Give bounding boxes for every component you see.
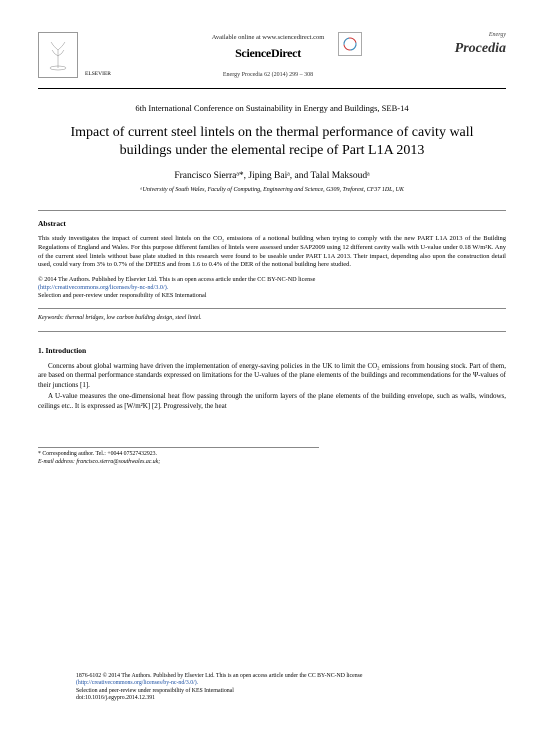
keywords-text: thermal bridges, low carbon building des… — [65, 315, 201, 321]
license-line1: © 2014 The Authors. Published by Elsevie… — [38, 276, 315, 283]
license-url-link[interactable]: (http://creativecommons.org/licenses/by-… — [38, 284, 168, 291]
elsevier-logo: ELSEVIER — [38, 32, 118, 78]
header-rule — [38, 88, 506, 89]
abstract-heading: Abstract — [38, 219, 506, 229]
footer-line3: Selection and peer-review under responsi… — [76, 688, 468, 696]
corr-email: E-mail address: francisco.sierra@southwa… — [38, 459, 319, 467]
footer-license-link[interactable]: (http://creativecommons.org/licenses/by-… — [76, 680, 198, 686]
crossmark-icon — [338, 32, 362, 56]
elsevier-text: ELSEVIER — [78, 71, 118, 78]
intro-paragraph-2: A U-value measures the one-dimensional h… — [38, 392, 506, 411]
corr-phone: * Corresponding author. Tel.: +0044 0752… — [38, 451, 319, 459]
available-online-text: Available online at www.sciencedirect.co… — [212, 34, 325, 42]
affiliation: ᵃUniversity of South Wales, Faculty of C… — [38, 187, 506, 195]
keywords-label: Keywords: — [38, 315, 64, 321]
conference-name: 6th International Conference on Sustaina… — [38, 103, 506, 114]
license-line2: Selection and peer-review under responsi… — [38, 292, 206, 299]
procedia-big: Procedia — [448, 40, 506, 58]
page-footer: 1876-6102 © 2014 The Authors. Published … — [76, 673, 468, 703]
abstract-text: This study investigates the impact of cu… — [38, 235, 506, 270]
center-header: Available online at www.sciencedirect.co… — [204, 32, 333, 80]
sciencedirect-logo: ScienceDirect — [212, 46, 325, 62]
procedia-top: Energy — [448, 32, 506, 40]
intro-heading: 1. Introduction — [38, 346, 506, 356]
article-title: Impact of current steel lintels on the t… — [38, 124, 506, 160]
license-block: © 2014 The Authors. Published by Elsevie… — [38, 276, 506, 300]
procedia-logo: Energy Procedia — [448, 32, 506, 58]
footer-doi: doi:10.1016/j.egypro.2014.12.391 — [76, 695, 468, 703]
corresponding-author: * Corresponding author. Tel.: +0044 0752… — [38, 447, 319, 466]
abstract-box: Abstract This study investigates the imp… — [38, 210, 506, 309]
intro-paragraph-1: Concerns about global warming have drive… — [38, 362, 506, 390]
header-row: ELSEVIER Available online at www.science… — [38, 32, 506, 80]
authors: Francisco Sierraᵃ*, Jiping Baiᵃ, and Tal… — [38, 170, 506, 182]
elsevier-tree-icon — [38, 32, 78, 78]
citation-line: Energy Procedia 62 (2014) 299 – 308 — [212, 72, 325, 80]
keywords-row: Keywords: thermal bridges, low carbon bu… — [38, 315, 506, 332]
